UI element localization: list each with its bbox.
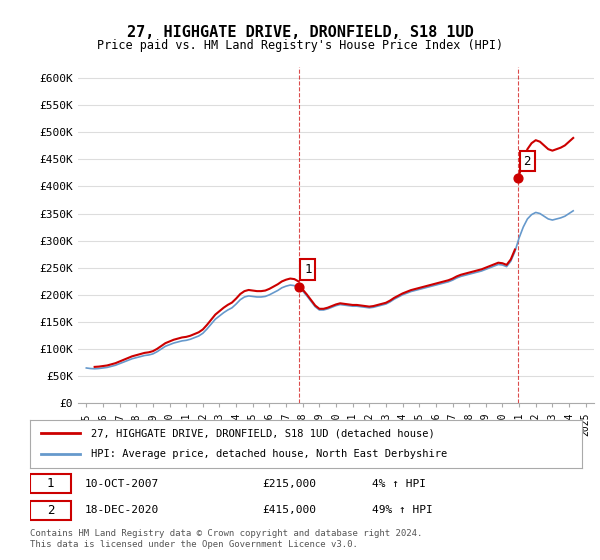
Text: £215,000: £215,000 <box>262 479 316 489</box>
Text: 49% ↑ HPI: 49% ↑ HPI <box>372 505 433 515</box>
FancyBboxPatch shape <box>30 474 71 493</box>
Text: 27, HIGHGATE DRIVE, DRONFIELD, S18 1UD (detached house): 27, HIGHGATE DRIVE, DRONFIELD, S18 1UD (… <box>91 428 434 438</box>
Text: Price paid vs. HM Land Registry's House Price Index (HPI): Price paid vs. HM Land Registry's House … <box>97 39 503 52</box>
Text: Contains HM Land Registry data © Crown copyright and database right 2024.
This d: Contains HM Land Registry data © Crown c… <box>30 529 422 549</box>
Text: £415,000: £415,000 <box>262 505 316 515</box>
Text: HPI: Average price, detached house, North East Derbyshire: HPI: Average price, detached house, Nort… <box>91 449 447 459</box>
Text: 18-DEC-2020: 18-DEC-2020 <box>85 505 160 515</box>
Text: 1: 1 <box>304 263 311 276</box>
Text: 10-OCT-2007: 10-OCT-2007 <box>85 479 160 489</box>
Text: 4% ↑ HPI: 4% ↑ HPI <box>372 479 426 489</box>
Point <box>514 174 523 183</box>
Text: 2: 2 <box>47 504 54 517</box>
Text: 1: 1 <box>47 477 54 490</box>
FancyBboxPatch shape <box>30 501 71 520</box>
Text: 2: 2 <box>523 155 531 168</box>
Point <box>294 282 304 291</box>
Text: 27, HIGHGATE DRIVE, DRONFIELD, S18 1UD: 27, HIGHGATE DRIVE, DRONFIELD, S18 1UD <box>127 25 473 40</box>
